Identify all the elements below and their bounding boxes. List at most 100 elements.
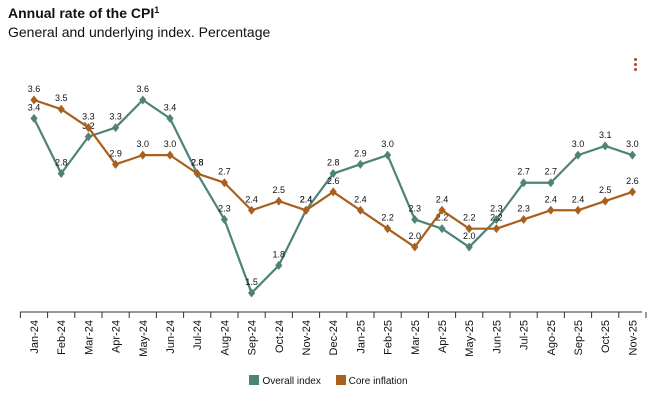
data-point-overall bbox=[329, 169, 337, 179]
data-point-core bbox=[84, 123, 92, 133]
data-point-overall bbox=[601, 141, 609, 151]
legend-label-core: Core inflation bbox=[348, 376, 408, 387]
data-point-overall bbox=[166, 113, 174, 123]
data-label-overall: 2.7 bbox=[545, 167, 558, 177]
data-point-overall bbox=[574, 150, 582, 160]
chart-subtitle: General and underlying index. Percentage bbox=[8, 24, 271, 40]
data-point-overall bbox=[384, 150, 392, 160]
data-label-core: 2.4 bbox=[545, 194, 558, 204]
line-chart: Jan-24 Feb-24 Mar-24 Apr-24 May-24 Jun-24 Jul-… bbox=[19, 84, 647, 357]
x-tick-label: Sep-24 bbox=[247, 320, 259, 355]
data-point-core bbox=[628, 187, 636, 197]
data-label-core: 2.4 bbox=[436, 194, 449, 204]
legend-item-core[interactable]: Core inflation bbox=[335, 375, 408, 387]
chart-legend: Overall index Core inflation bbox=[0, 375, 657, 387]
data-point-overall bbox=[547, 178, 555, 188]
x-tick-label: Aug-24 bbox=[219, 320, 231, 355]
x-tick-label: Apr-25 bbox=[437, 320, 449, 353]
data-label-overall: 1.8 bbox=[273, 249, 286, 259]
data-point-core bbox=[139, 150, 147, 160]
data-label-overall: 2.4 bbox=[300, 194, 313, 204]
x-tick-label: Oct-25 bbox=[600, 320, 612, 353]
data-point-core bbox=[438, 205, 446, 215]
x-tick-label: Ago-25 bbox=[546, 320, 558, 355]
data-label-core: 2.3 bbox=[517, 203, 530, 213]
data-point-core bbox=[411, 242, 419, 252]
chart-title: Annual rate of the CPI1 bbox=[8, 5, 159, 21]
data-label-core: 2.0 bbox=[409, 231, 422, 241]
data-label-core: 2.5 bbox=[273, 185, 286, 195]
data-point-core bbox=[356, 205, 364, 215]
data-point-overall bbox=[628, 150, 636, 160]
series-line-overall bbox=[33, 98, 633, 295]
data-point-overall bbox=[112, 123, 120, 133]
x-tick-label: Jan-24 bbox=[29, 320, 41, 354]
data-label-core: 2.8 bbox=[191, 158, 204, 168]
data-point-core bbox=[547, 205, 555, 215]
data-label-core: 2.4 bbox=[300, 194, 313, 204]
data-point-overall bbox=[492, 214, 500, 224]
data-point-overall bbox=[84, 132, 92, 142]
data-label-overall: 2.8 bbox=[55, 158, 68, 168]
menu-dot bbox=[634, 63, 637, 66]
data-label-overall: 2.9 bbox=[354, 148, 367, 158]
x-tick-label: Nov-25 bbox=[627, 320, 639, 355]
data-point-overall bbox=[520, 178, 528, 188]
x-tick-label: Jun-25 bbox=[491, 320, 503, 354]
vertical-dots-menu-icon[interactable] bbox=[633, 58, 639, 74]
data-label-overall: 3.6 bbox=[137, 84, 150, 94]
data-label-core: 3.0 bbox=[164, 139, 177, 149]
data-point-core bbox=[384, 224, 392, 234]
data-label-overall: 3.4 bbox=[164, 102, 177, 112]
data-point-overall bbox=[438, 224, 446, 234]
data-label-core: 2.4 bbox=[245, 194, 258, 204]
x-tick-label: Apr-24 bbox=[111, 320, 123, 353]
data-point-core bbox=[520, 214, 528, 224]
x-tick-label: Feb-25 bbox=[383, 320, 395, 355]
data-point-overall bbox=[275, 260, 283, 270]
data-label-core: 2.2 bbox=[490, 213, 503, 223]
data-point-core bbox=[220, 178, 228, 188]
data-point-core bbox=[166, 150, 174, 160]
data-point-overall bbox=[57, 169, 65, 179]
data-label-overall: 2.3 bbox=[218, 203, 231, 213]
data-label-core: 2.6 bbox=[327, 176, 340, 186]
x-tick-label: Jun-24 bbox=[165, 320, 177, 354]
legend-item-overall[interactable]: Overall index bbox=[249, 375, 321, 387]
data-label-overall: 3.4 bbox=[28, 102, 41, 112]
data-point-core bbox=[492, 224, 500, 234]
data-point-core bbox=[302, 205, 310, 215]
legend-label-overall: Overall index bbox=[262, 376, 321, 387]
data-label-overall: 2.3 bbox=[409, 203, 422, 213]
data-point-overall bbox=[139, 95, 147, 105]
data-label-core: 2.4 bbox=[354, 194, 367, 204]
title-footnote-marker: 1 bbox=[154, 5, 160, 15]
data-label-core: 3.6 bbox=[28, 84, 41, 94]
data-label-core: 2.2 bbox=[463, 213, 476, 223]
data-label-overall: 3.0 bbox=[572, 139, 585, 149]
data-point-overall bbox=[220, 214, 228, 224]
data-point-overall bbox=[356, 159, 364, 169]
x-tick-label: Dec-24 bbox=[328, 320, 340, 355]
x-tick-label: Jul-25 bbox=[519, 320, 531, 350]
data-label-core: 2.9 bbox=[109, 148, 122, 158]
data-label-core: 3.3 bbox=[82, 112, 95, 122]
data-point-overall bbox=[465, 242, 473, 252]
data-point-overall bbox=[248, 288, 256, 298]
data-point-core bbox=[112, 159, 120, 169]
x-tick-label: Mar-24 bbox=[83, 320, 95, 355]
x-tick-label: Mar-25 bbox=[410, 320, 422, 355]
data-label-overall: 1.5 bbox=[245, 277, 258, 287]
data-point-overall bbox=[411, 214, 419, 224]
data-label-overall: 2.2 bbox=[436, 213, 449, 223]
x-tick-label: Jul-24 bbox=[192, 320, 204, 350]
data-point-core bbox=[57, 104, 65, 114]
data-label-overall: 2.3 bbox=[490, 203, 503, 213]
x-tick-label: Sep-25 bbox=[573, 320, 585, 355]
data-label-overall: 2.8 bbox=[191, 158, 204, 168]
data-label-overall: 2.7 bbox=[517, 167, 530, 177]
menu-dot bbox=[634, 58, 637, 61]
x-tick-label: Oct-24 bbox=[274, 320, 286, 353]
legend-swatch-overall bbox=[249, 375, 260, 385]
data-label-core: 3.5 bbox=[55, 93, 68, 103]
